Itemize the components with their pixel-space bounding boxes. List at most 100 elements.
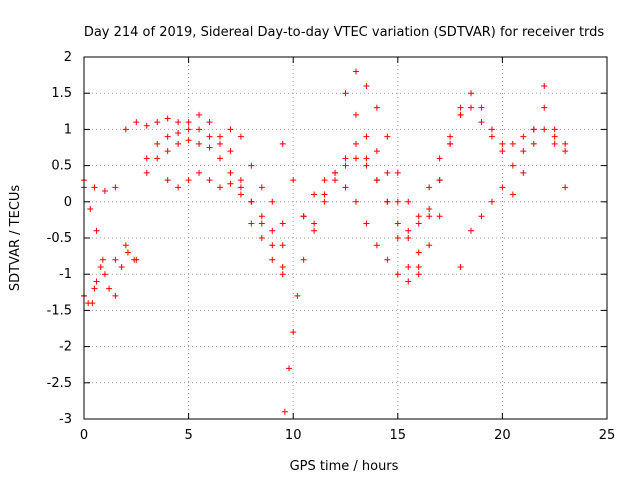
data-point (405, 198, 412, 205)
data-point (294, 292, 301, 299)
data-point (541, 126, 548, 133)
data-point (394, 198, 401, 205)
data-point (196, 111, 203, 118)
data-point (457, 104, 464, 111)
data-point (248, 198, 255, 205)
data-point (363, 82, 370, 89)
x-axis-label: GPS time / hours (290, 459, 399, 474)
data-point (394, 271, 401, 278)
data-point (164, 177, 171, 184)
series-sat-a (81, 111, 286, 270)
data-point (87, 206, 94, 213)
data-point (93, 278, 100, 285)
series-sat-g (279, 140, 443, 278)
data-point (415, 249, 422, 256)
data-point (99, 256, 106, 263)
data-point (478, 119, 485, 126)
data-point (352, 198, 359, 205)
data-point (237, 191, 244, 198)
data-point (530, 140, 537, 147)
data-point (143, 122, 150, 129)
data-point (478, 104, 485, 111)
data-point (133, 119, 140, 126)
data-point (415, 213, 422, 220)
y-axis-label: SDTVAR / TECUs (8, 185, 23, 292)
data-point (405, 278, 412, 285)
data-point (237, 133, 244, 140)
data-point (91, 184, 98, 191)
data-point (269, 242, 276, 249)
data-point (436, 177, 443, 184)
data-point (206, 177, 213, 184)
data-point (185, 137, 192, 144)
x-tick-label: 5 (184, 428, 192, 443)
data-point (124, 249, 131, 256)
data-point (342, 90, 349, 97)
data-point (551, 126, 558, 133)
data-point (279, 140, 286, 147)
data-point (447, 140, 454, 147)
data-point (279, 220, 286, 227)
data-point (97, 263, 104, 270)
data-point (227, 169, 234, 176)
data-point (551, 140, 558, 147)
data-point (520, 133, 527, 140)
data-point (499, 148, 506, 155)
data-point (216, 140, 223, 147)
data-point (426, 206, 433, 213)
y-tick-label: -1.5 (47, 303, 72, 318)
data-point (279, 271, 286, 278)
data-point (196, 126, 203, 133)
data-point (175, 184, 182, 191)
data-point (468, 90, 475, 97)
data-point (488, 198, 495, 205)
data-point (436, 213, 443, 220)
data-point (551, 133, 558, 140)
data-point (279, 242, 286, 249)
data-point (206, 133, 213, 140)
data-point (520, 169, 527, 176)
data-point (384, 169, 391, 176)
data-point (269, 256, 276, 263)
data-point (405, 263, 412, 270)
data-point (384, 256, 391, 263)
data-point (154, 155, 161, 162)
data-point (227, 180, 234, 187)
data-point (279, 263, 286, 270)
data-point (290, 177, 297, 184)
data-point (415, 271, 422, 278)
data-point (394, 169, 401, 176)
data-point (415, 220, 422, 227)
data-point (468, 227, 475, 234)
data-point (311, 191, 318, 198)
data-point (342, 155, 349, 162)
data-point (342, 184, 349, 191)
y-tick-label: 2 (64, 50, 72, 65)
data-point (332, 177, 339, 184)
data-point (447, 133, 454, 140)
x-tick-label: 10 (285, 428, 302, 443)
data-point (101, 271, 108, 278)
data-point (457, 111, 464, 118)
data-point (384, 133, 391, 140)
y-tick-label: -3 (59, 412, 72, 427)
data-point (426, 242, 433, 249)
data-point (352, 155, 359, 162)
data-point (175, 130, 182, 137)
data-point (258, 213, 265, 220)
data-point (185, 119, 192, 126)
data-point (206, 119, 213, 126)
data-point (541, 82, 548, 89)
data-point (93, 227, 100, 234)
data-point (227, 148, 234, 155)
data-point (91, 285, 98, 292)
data-point (112, 184, 119, 191)
data-point (342, 162, 349, 169)
data-point (373, 242, 380, 249)
data-point (352, 68, 359, 75)
y-tick-label: -0.5 (47, 231, 72, 246)
data-point (300, 213, 307, 220)
data-point (394, 235, 401, 241)
y-tick-label: -2 (59, 340, 72, 355)
